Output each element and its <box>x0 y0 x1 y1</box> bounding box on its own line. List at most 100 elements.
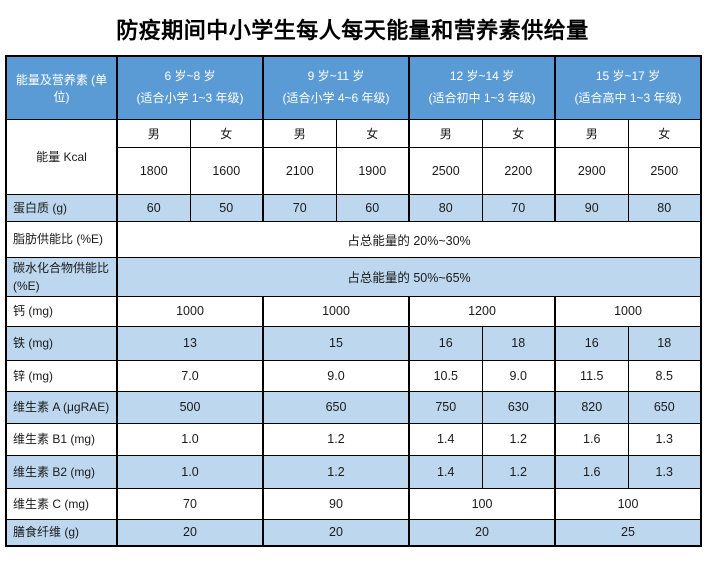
table-row: 脂肪供能比 (%E) 占总能量的 20%~30% <box>5 220 702 258</box>
value-cell: 9.0 <box>262 359 410 392</box>
value-cell: 90 <box>262 487 410 520</box>
row-label-cell: 脂肪供能比 (%E) <box>5 220 118 258</box>
table-row: 铁 (mg) 13 15 16 18 16 18 <box>5 325 702 361</box>
energy-label-cell: 能量 Kcal <box>5 118 118 195</box>
table-row: 维生素 B1 (mg) 1.0 1.2 1.4 1.2 1.6 1.3 <box>5 422 702 456</box>
value-cell: 1000 <box>554 295 702 327</box>
value-cell: 18 <box>627 325 702 361</box>
energy-values-row: 1800 1600 2100 1900 2500 2200 2900 2500 <box>6 146 702 195</box>
value-cell: 1000 <box>262 295 410 327</box>
nutrition-table: 能量及营养素 (单位) 6 岁~8 岁 (适合小学 1~3 年级) 9 岁~11… <box>5 55 702 547</box>
value-cell: 13 <box>116 325 264 361</box>
value-cell: 70 <box>262 193 337 222</box>
age-range: 6 岁~8 岁 <box>164 69 216 84</box>
age-range: 15 岁~17 岁 <box>595 69 661 84</box>
value-cell: 750 <box>408 390 483 424</box>
value-cell: 90 <box>554 193 629 222</box>
gender-header-cell: 女 <box>335 118 410 148</box>
gender-header-cell: 女 <box>189 118 264 148</box>
table-row: 碳水化合物供能比 (%E) 占总能量的 50%~65% <box>5 256 702 297</box>
value-cell: 80 <box>408 193 483 222</box>
value-cell: 70 <box>481 193 556 222</box>
value-cell: 60 <box>335 193 410 222</box>
value-cell: 100 <box>408 487 556 520</box>
value-cell: 1.3 <box>627 454 702 489</box>
value-cell: 15 <box>262 325 410 361</box>
value-cell: 占总能量的 50%~65% <box>116 256 702 297</box>
row-label-cell: 维生素 B2 (mg) <box>5 454 118 489</box>
age-note: (适合小学 4~6 年级) <box>282 90 390 105</box>
value-cell: 1.4 <box>408 422 483 456</box>
row-label-cell: 维生素 B1 (mg) <box>5 422 118 456</box>
gender-row: 能量 Kcal 男 女 男 女 男 女 男 女 <box>5 118 702 195</box>
value-cell: 820 <box>554 390 629 424</box>
value-cell: 1000 <box>116 295 264 327</box>
row-label-cell: 维生素 C (mg) <box>5 487 118 520</box>
table-row: 维生素 C (mg) 70 90 100 100 <box>5 487 702 520</box>
table-row: 钙 (mg) 1000 1000 1200 1000 <box>5 295 702 327</box>
value-cell: 1.3 <box>627 422 702 456</box>
row-label-cell: 锌 (mg) <box>5 359 118 392</box>
table-row: 维生素 B2 (mg) 1.0 1.2 1.4 1.2 1.6 1.3 <box>5 454 702 489</box>
page-title: 防疫期间中小学生每人每天能量和营养素供给量 <box>116 18 589 43</box>
value-cell: 8.5 <box>627 359 702 392</box>
value-cell: 1.2 <box>262 454 410 489</box>
value-cell: 60 <box>116 193 191 222</box>
row-label-cell: 维生素 A (μgRAE) <box>5 390 118 424</box>
row-label-cell: 钙 (mg) <box>5 295 118 327</box>
value-cell: 1.0 <box>116 422 264 456</box>
value-cell: 70 <box>116 487 264 520</box>
age-range: 12 岁~14 岁 <box>449 69 515 84</box>
age-note: (适合初中 1~3 年级) <box>428 90 536 105</box>
value-cell: 1.2 <box>262 422 410 456</box>
table-row: 膳食纤维 (g) 20 20 20 25 <box>5 518 702 547</box>
value-cell: 16 <box>554 325 629 361</box>
row-label-cell: 膳食纤维 (g) <box>5 518 118 547</box>
age-note: (适合高中 1~3 年级) <box>574 90 682 105</box>
value-cell: 1.2 <box>481 422 556 456</box>
value-cell: 650 <box>627 390 702 424</box>
corner-header-cell: 能量及营养素 (单位) <box>5 55 118 120</box>
energy-value-cell: 1800 <box>116 146 191 195</box>
gender-header-cell: 女 <box>481 118 556 148</box>
energy-value-cell: 2200 <box>481 146 556 195</box>
value-cell: 16 <box>408 325 483 361</box>
table-row: 锌 (mg) 7.0 9.0 10.5 9.0 11.5 8.5 <box>5 359 702 392</box>
row-label-cell: 蛋白质 (g) <box>5 193 118 222</box>
energy-value-cell: 1900 <box>335 146 410 195</box>
value-cell: 20 <box>116 518 264 547</box>
value-cell: 100 <box>554 487 702 520</box>
age-range: 9 岁~11 岁 <box>307 69 365 84</box>
energy-value-cell: 2500 <box>408 146 483 195</box>
age-group-header: 9 岁~11 岁 (适合小学 4~6 年级) <box>262 55 410 120</box>
value-cell: 10.5 <box>408 359 483 392</box>
value-cell: 25 <box>554 518 702 547</box>
value-cell: 7.0 <box>116 359 264 392</box>
gender-header-cell: 男 <box>554 118 629 148</box>
gender-header-cell: 男 <box>262 118 337 148</box>
value-cell: 50 <box>189 193 264 222</box>
energy-value-cell: 2100 <box>262 146 337 195</box>
table-row: 维生素 A (μgRAE) 500 650 750 630 820 650 <box>5 390 702 424</box>
value-cell: 20 <box>262 518 410 547</box>
value-cell: 11.5 <box>554 359 629 392</box>
table-row: 蛋白质 (g) 60 50 70 60 80 70 90 80 <box>5 193 702 222</box>
energy-value-cell: 1600 <box>189 146 264 195</box>
age-note: (适合小学 1~3 年级) <box>136 90 244 105</box>
value-cell: 1.4 <box>408 454 483 489</box>
value-cell: 500 <box>116 390 264 424</box>
value-cell: 630 <box>481 390 556 424</box>
age-group-header: 6 岁~8 岁 (适合小学 1~3 年级) <box>116 55 264 120</box>
value-cell: 9.0 <box>481 359 556 392</box>
value-cell: 1.6 <box>554 454 629 489</box>
value-cell: 18 <box>481 325 556 361</box>
value-cell: 1.6 <box>554 422 629 456</box>
value-cell: 20 <box>408 518 556 547</box>
row-label-cell: 碳水化合物供能比 (%E) <box>5 256 118 297</box>
row-label-cell: 铁 (mg) <box>5 325 118 361</box>
gender-header-cell: 男 <box>116 118 191 148</box>
value-cell: 1.2 <box>481 454 556 489</box>
age-group-header: 15 岁~17 岁 (适合高中 1~3 年级) <box>554 55 702 120</box>
value-cell: 650 <box>262 390 410 424</box>
